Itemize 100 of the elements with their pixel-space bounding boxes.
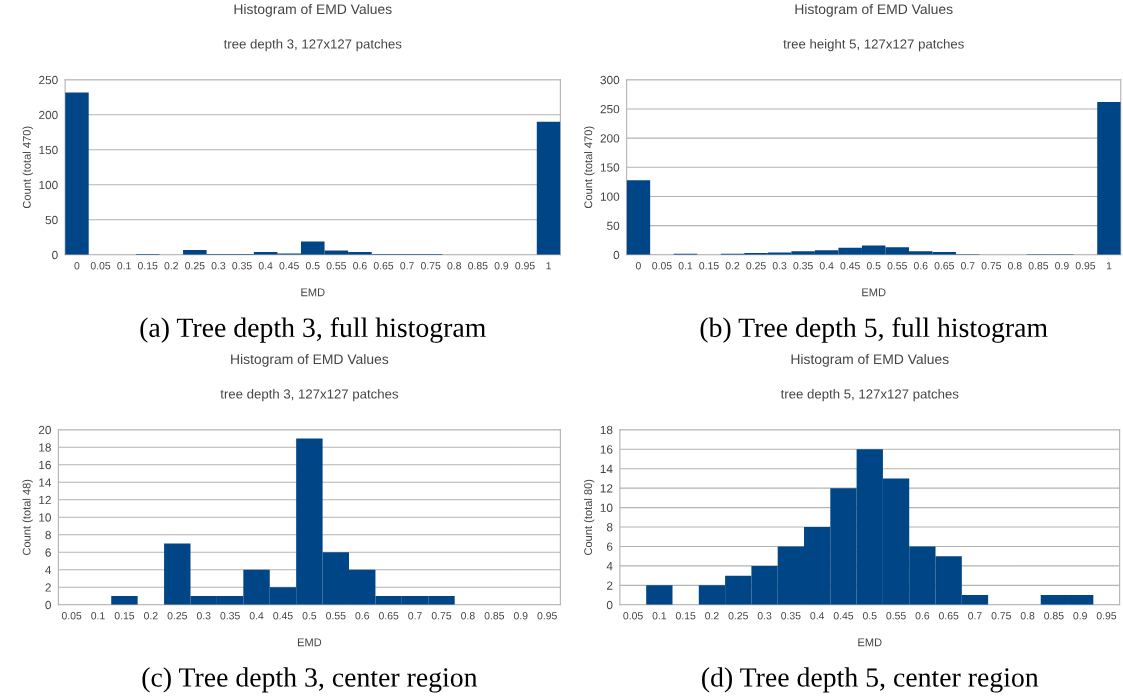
x-tick-label: 0.05	[652, 262, 672, 270]
x-tick-label: 0.25	[728, 612, 748, 620]
x-tick-label: 0.4	[249, 612, 264, 620]
x-tick-label: 0.6	[913, 262, 928, 270]
y-tick-label: 0	[606, 600, 613, 610]
x-tick-label: 0.15	[137, 262, 158, 270]
x-tick-label: 0.95	[1075, 262, 1096, 270]
x-tick-label: 0.55	[326, 262, 347, 270]
y-tick-label: 10	[600, 503, 613, 512]
y-tick-label: 16	[600, 445, 613, 454]
x-tick-label: 0.75	[981, 262, 1002, 270]
x-tick-label: 0.1	[91, 612, 105, 620]
x-tick-label: 0.45	[840, 262, 860, 270]
x-tick-label: 0.95	[1096, 612, 1117, 620]
y-tick-label: 18	[39, 443, 51, 452]
x-tick-label: 0.1	[117, 262, 131, 270]
y-axis-title: Count (total 470)	[584, 126, 595, 209]
bar	[646, 585, 673, 605]
bar	[1097, 101, 1121, 255]
y-tick-label: 0	[45, 600, 51, 610]
y-tick-label: 150	[39, 145, 58, 155]
x-tick-label: 0.75	[991, 612, 1011, 620]
x-tick-label: 0.65	[378, 612, 399, 620]
x-tick-label: 0.2	[144, 612, 158, 620]
y-axis-title: Count (total 470)	[22, 126, 33, 209]
x-tick-label: 0.8	[1008, 262, 1022, 270]
x-tick-label: 0.15	[675, 612, 696, 620]
x-tick-label: 0.55	[886, 612, 906, 620]
bar	[626, 180, 651, 255]
x-tick-label: 0.35	[220, 612, 240, 620]
y-tick-label: 300	[600, 75, 620, 85]
x-tick-label: 0.35	[781, 612, 801, 620]
x-tick-label: 0.65	[938, 612, 959, 620]
x-tick-label: 0.3	[196, 612, 211, 620]
y-tick-label: 20	[38, 425, 51, 435]
x-tick-label: 0.7	[968, 612, 982, 620]
chart-title: Histogram of EMD Values	[234, 3, 392, 17]
x-tick-label: 0.75	[420, 262, 441, 270]
y-tick-label: 0	[52, 250, 58, 260]
x-tick-label: 0.7	[960, 262, 975, 270]
y-tick-label: 100	[600, 192, 620, 201]
text: (a) Tree depth 3, full histogram	[140, 317, 486, 343]
bar	[536, 121, 561, 255]
x-tick-label: 0.85	[468, 262, 488, 270]
x-tick-label: 0.45	[273, 612, 293, 620]
x-tick-label: 0.4	[819, 262, 834, 270]
x-tick-label: 0.3	[772, 262, 787, 270]
x-tick-label: 0.25	[185, 262, 205, 270]
x-axis-title: EMD	[297, 638, 322, 647]
x-tick-label: 0.9	[513, 612, 528, 620]
y-tick-label: 200	[39, 110, 58, 120]
x-tick-label: 0.6	[353, 262, 367, 270]
x-tick-label: 0.05	[61, 612, 82, 620]
x-tick-label: 0.65	[373, 262, 394, 270]
x-axis-title: EMD	[862, 288, 886, 297]
y-tick-label: 50	[607, 221, 620, 231]
x-tick-label: 0.95	[537, 612, 557, 620]
y-tick-label: 4	[606, 562, 613, 571]
x-tick-label: 0.4	[810, 612, 825, 620]
text: (d) Tree depth 5, center region	[702, 667, 1039, 693]
y-tick-label: 250	[600, 105, 620, 114]
x-tick-label: 0.8	[1020, 612, 1035, 620]
x-tick-label: 0.5	[862, 612, 877, 620]
x-tick-label: 0.15	[114, 612, 135, 620]
x-tick-label: 1	[1106, 262, 1112, 270]
x-tick-label: 0.05	[623, 612, 643, 620]
x-axis-title: EMD	[858, 638, 882, 647]
bar	[111, 596, 138, 605]
y-tick-label: 2	[606, 581, 613, 590]
x-tick-label: 0.35	[232, 262, 252, 270]
x-tick-label: 0.95	[515, 262, 535, 270]
x-tick-label: 0.5	[866, 262, 881, 270]
chart-subtitle: tree depth 3, 127x127 patches	[220, 388, 399, 402]
y-tick-label: 50	[45, 215, 58, 225]
x-tick-label: 0.9	[494, 262, 509, 270]
y-tick-label: 12	[39, 495, 51, 505]
y-tick-label: 18	[600, 425, 613, 435]
x-tick-label: 0	[74, 262, 80, 270]
bar	[65, 92, 89, 255]
x-tick-label: 0.45	[833, 612, 854, 620]
y-tick-label: 14	[600, 464, 613, 473]
x-tick-label: 0.6	[915, 612, 930, 620]
x-tick-label: 0.45	[279, 262, 299, 270]
y-tick-label: 8	[45, 530, 51, 540]
x-tick-label: 0.25	[746, 262, 766, 270]
y-tick-label: 10	[39, 513, 51, 522]
x-tick-label: 0.3	[211, 262, 226, 270]
y-tick-label: 8	[606, 523, 613, 532]
x-tick-label: 0.2	[705, 612, 719, 620]
y-tick-label: 16	[39, 460, 51, 470]
chart-subtitle: tree depth 3, 127x127 patches	[223, 38, 402, 52]
y-tick-label: 0	[613, 250, 620, 260]
x-tick-label: 0.2	[725, 262, 740, 270]
x-tick-label: 0.25	[167, 612, 187, 620]
x-tick-label: 0.4	[258, 262, 273, 270]
x-tick-label: 0.5	[302, 612, 317, 620]
x-axis-title: EMD	[301, 288, 325, 297]
y-tick-label: 4	[45, 565, 52, 575]
x-tick-label: 0.85	[1044, 612, 1064, 620]
x-tick-label: 0.35	[793, 262, 813, 270]
